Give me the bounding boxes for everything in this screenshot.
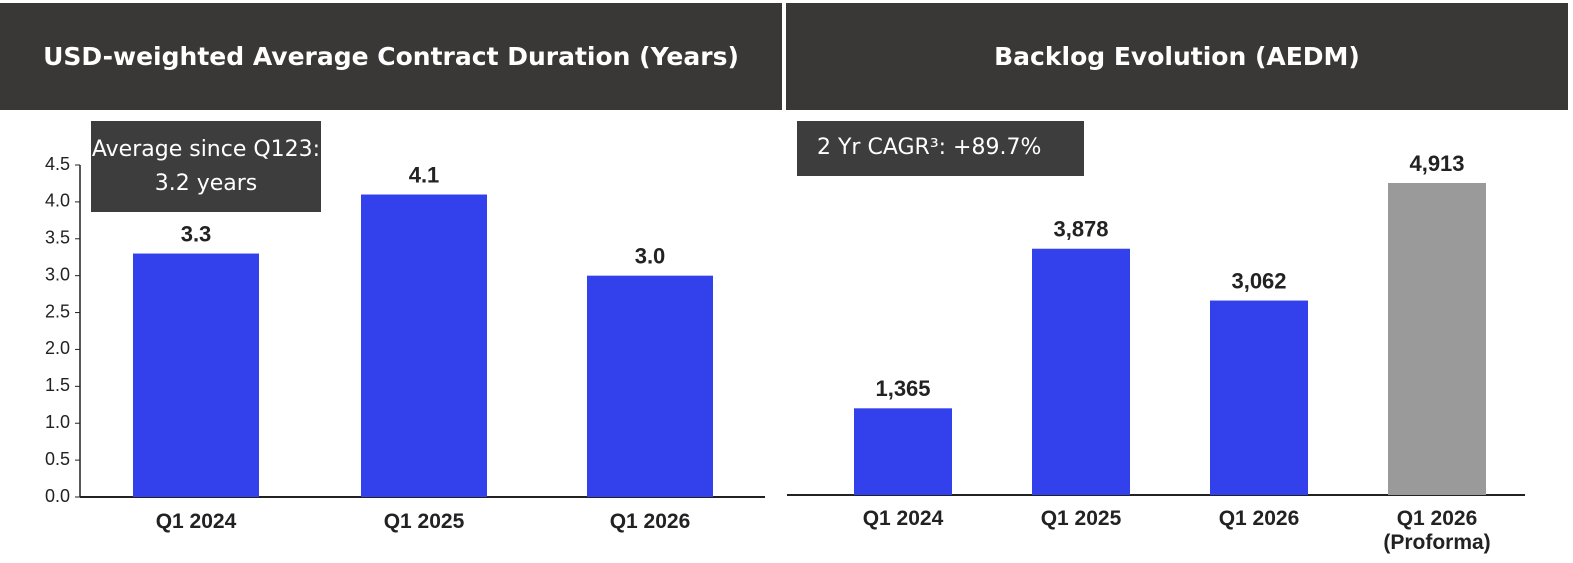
y-tick-label: 1.5 bbox=[45, 375, 70, 395]
x-tick-label: Q1 2025 bbox=[1040, 507, 1122, 530]
bar bbox=[133, 253, 259, 497]
data-label: 4,913 bbox=[1409, 151, 1464, 176]
y-tick-label: 4.5 bbox=[45, 154, 70, 174]
bar bbox=[1388, 183, 1486, 495]
annotation: Average since Q123: 3.2 years bbox=[91, 121, 321, 212]
x-tick-label: Q1 2024 bbox=[155, 510, 237, 533]
y-tick-label: 2.5 bbox=[45, 301, 70, 321]
x-tick-label: Q1 2026 (Proforma) bbox=[1383, 507, 1491, 554]
chart-title: Backlog Evolution (AEDM) bbox=[786, 3, 1568, 110]
bar bbox=[854, 408, 952, 495]
bar bbox=[1032, 248, 1130, 495]
data-label: 4.1 bbox=[409, 162, 440, 187]
bar bbox=[1210, 300, 1308, 495]
chart-title: USD-weighted Average Contract Duration (… bbox=[0, 3, 782, 110]
y-tick-label: 2.0 bbox=[45, 338, 70, 358]
y-tick-label: 0.0 bbox=[45, 486, 70, 506]
y-tick-label: 4.0 bbox=[45, 191, 70, 211]
bar bbox=[587, 275, 713, 497]
y-tick-label: 1.0 bbox=[45, 412, 70, 432]
data-label: 1,365 bbox=[875, 376, 930, 401]
y-tick-label: 3.0 bbox=[45, 264, 70, 284]
bar bbox=[361, 194, 487, 497]
data-label: 3,878 bbox=[1053, 217, 1108, 242]
x-tick-label: Q1 2026 bbox=[609, 510, 691, 533]
data-label: 3,062 bbox=[1231, 268, 1286, 293]
data-label: 3.0 bbox=[635, 243, 666, 268]
x-tick-label: Q1 2025 bbox=[383, 510, 465, 533]
y-tick-label: 3.5 bbox=[45, 228, 70, 248]
x-tick-label: Q1 2026 bbox=[1218, 507, 1300, 530]
data-label: 3.3 bbox=[181, 221, 212, 246]
x-tick-label: Q1 2024 bbox=[862, 507, 944, 530]
y-tick-label: 0.5 bbox=[45, 449, 70, 469]
annotation: 2 Yr CAGR³: +89.7% bbox=[797, 121, 1084, 176]
